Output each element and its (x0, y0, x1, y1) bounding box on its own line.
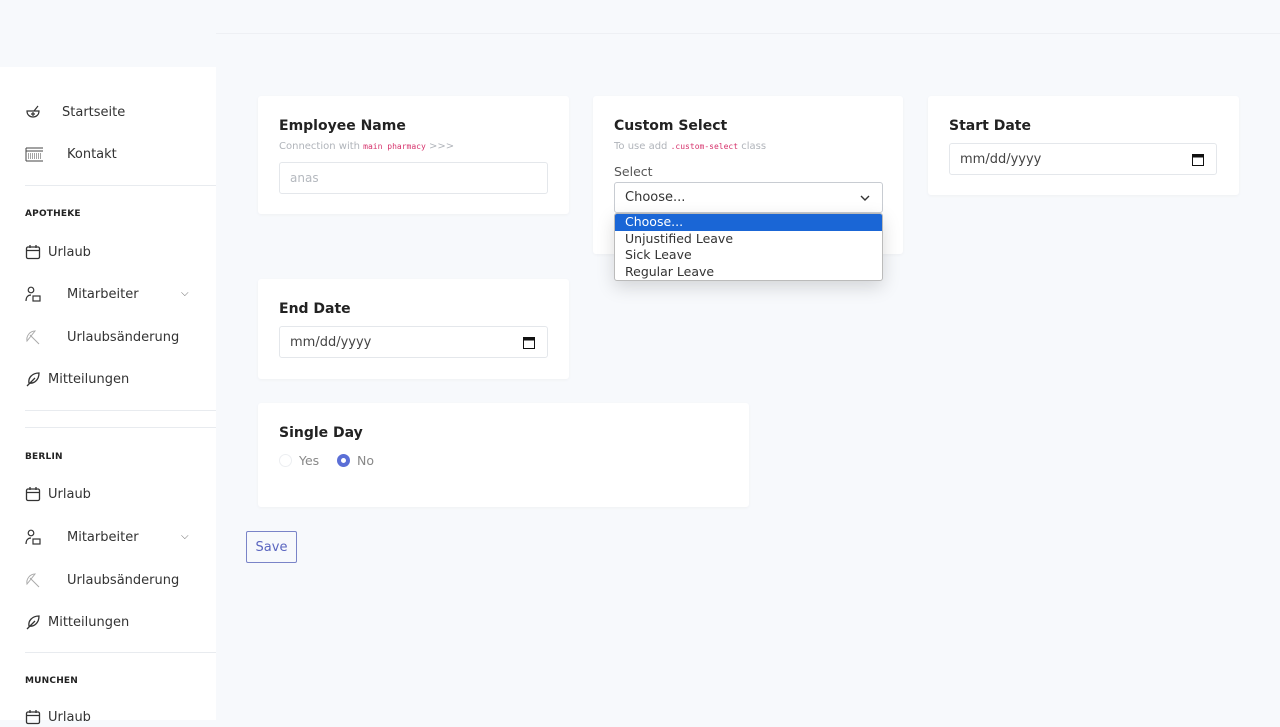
user-icon (25, 286, 41, 302)
option-regular-leave[interactable]: Regular Leave (625, 263, 715, 279)
sidebar-item-urlaubsaenderung[interactable]: Urlaubsänderung (25, 570, 179, 590)
chevron-down-icon: ⌵ (181, 288, 189, 299)
section-title-munchen: MUNCHEN (25, 676, 79, 686)
sidebar-item-kontakt[interactable]: Kontakt (25, 144, 117, 164)
sidebar-item-mitarbeiter[interactable]: Mitarbeiter ⌵ (25, 527, 205, 547)
calendar-icon[interactable] (1192, 153, 1204, 166)
sidebar-item-mitarbeiter[interactable]: Mitarbeiter ⌵ (25, 284, 205, 304)
section-title-berlin: BERLIN (25, 452, 63, 462)
sidebar-item-urlaub[interactable]: Urlaub (25, 242, 91, 262)
sidebar-divider (25, 410, 216, 411)
keyboard-icon (25, 147, 43, 162)
option-sick-leave[interactable]: Sick Leave (625, 247, 692, 262)
feather-icon (26, 615, 40, 630)
radio-no[interactable] (337, 454, 350, 467)
sidebar (0, 67, 216, 720)
umbrella-icon (26, 573, 40, 588)
sidebar-item-urlaubsaenderung[interactable]: Urlaubsänderung (25, 327, 179, 347)
user-icon (25, 529, 41, 545)
sidebar-divider (25, 427, 216, 428)
sidebar-item-startseite[interactable]: Startseite (25, 102, 125, 122)
chevron-down-icon: ⌵ (181, 531, 189, 542)
leave-type-select[interactable]: Choose... (614, 182, 883, 213)
radio-no-label: No (357, 453, 374, 468)
employee-name-input[interactable]: anas (279, 162, 548, 194)
option-choose[interactable]: Choose... (615, 214, 882, 231)
card-title: End Date (279, 301, 351, 317)
end-date-input[interactable]: mm/dd/yyyy (279, 326, 548, 358)
end-date-card: End Date mm/dd/yyyy (258, 279, 569, 379)
umbrella-icon (26, 330, 40, 345)
radio-yes-label: Yes (299, 453, 320, 468)
single-day-card: Single Day Yes No (258, 403, 749, 507)
leave-type-dropdown: Choose... Unjustified Leave Sick Leave R… (614, 213, 883, 281)
start-date-input[interactable]: mm/dd/yyyy (949, 143, 1217, 175)
calendar-icon (25, 710, 41, 725)
option-unjustified-leave[interactable]: Unjustified Leave (625, 230, 734, 246)
calendar-icon (25, 245, 41, 260)
feather-icon (26, 372, 40, 387)
card-title: Start Date (949, 118, 1031, 134)
card-title: Single Day (279, 425, 363, 441)
sidebar-divider (25, 652, 216, 653)
save-button[interactable]: Save (246, 531, 297, 563)
sidebar-item-mitteilungen[interactable]: Mitteilungen (25, 369, 129, 389)
card-title: Custom Select (614, 118, 728, 134)
section-title-apotheke: APOTHEKE (25, 209, 81, 219)
card-title: Employee Name (279, 118, 406, 134)
chevron-down-icon (860, 195, 870, 201)
sidebar-item-urlaub[interactable]: Urlaub (25, 484, 91, 504)
employee-name-card: Employee Name Connection with main pharm… (258, 96, 569, 214)
radio-yes[interactable] (279, 454, 292, 467)
card-subtitle: To use add .custom-select class (614, 141, 767, 152)
sidebar-divider (25, 185, 216, 186)
header-divider (216, 33, 1280, 34)
sidebar-item-urlaub[interactable]: Urlaub (25, 707, 91, 727)
sidebar-item-mitteilungen[interactable]: Mitteilungen (25, 612, 129, 632)
calendar-icon[interactable] (523, 336, 535, 349)
select-label: Select (614, 164, 653, 179)
mortar-pestle-icon (26, 105, 40, 118)
start-date-card: Start Date mm/dd/yyyy (928, 96, 1239, 195)
calendar-icon (25, 487, 41, 502)
card-subtitle: Connection with main pharmacy >>> (279, 141, 455, 152)
